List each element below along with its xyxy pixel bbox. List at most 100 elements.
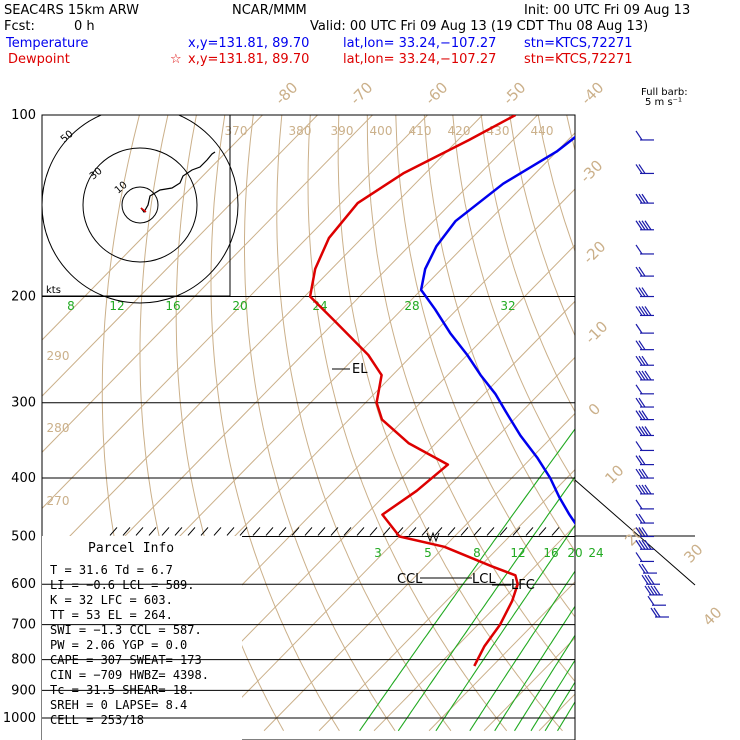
mixing-ratio-line <box>359 428 575 732</box>
wind-barb-flag <box>641 306 649 316</box>
hatch-mark <box>460 527 469 536</box>
hodograph-units: kts <box>46 285 61 296</box>
mixing-ratio-label-upper: 32 <box>500 299 515 313</box>
hatch-mark <box>434 527 443 536</box>
theta-label: 400 <box>370 124 393 138</box>
hatch-mark <box>473 527 482 536</box>
wind-barb-flag <box>641 355 649 366</box>
wind-barb-flag <box>641 468 649 479</box>
init-time: Init: 00 UTC Fri 09 Aug 13 <box>524 3 690 18</box>
isotherm-line <box>153 300 575 732</box>
dry-adiabat-line <box>681 115 740 731</box>
org-label: NCAR/MMM <box>232 3 307 18</box>
lcl-marker-label: LCL <box>472 572 496 587</box>
hatch-mark <box>265 527 274 536</box>
parcel-info-row: TT = 53 EL = 264. <box>50 608 173 622</box>
isotherm-line <box>538 693 575 732</box>
lfc-marker-label: LFC <box>511 578 535 593</box>
wind-barb-flag <box>653 585 661 596</box>
hatch-mark <box>447 527 456 536</box>
wind-barb-flag <box>635 384 643 395</box>
mixing-ratio-line <box>557 700 575 732</box>
wind-barb-flag <box>647 595 655 606</box>
wind-barb-flag <box>638 484 646 495</box>
hatch-mark <box>187 527 196 536</box>
wind-barb-flag <box>647 585 655 596</box>
hodograph-trace <box>140 151 216 214</box>
theta-label-left: 290 <box>47 349 70 363</box>
wind-barb-flag <box>638 410 646 420</box>
temperature-xy: x,y=131.81, 89.70 <box>188 36 309 51</box>
hatch-mark <box>382 527 391 536</box>
mixing-ratio-line <box>494 605 575 732</box>
dry-adiabat-line <box>337 115 563 732</box>
mixing-ratio-line <box>469 570 575 732</box>
pressure-tick-label: 500 <box>11 529 36 544</box>
hatch-mark <box>486 527 495 536</box>
pressure-tick-label: 1000 <box>3 711 36 726</box>
hatch-mark <box>122 527 131 536</box>
plot-frame <box>41 114 576 740</box>
pressure-tick-label: 800 <box>11 653 36 668</box>
wind-barb-flag <box>641 220 649 231</box>
mixing-ratio-label-upper: 28 <box>404 299 419 313</box>
wind-barb-flag <box>635 244 643 255</box>
dry-adiabat-line <box>624 115 740 731</box>
temperature-trace <box>419 135 575 526</box>
wind-barb-flag <box>638 220 646 231</box>
mixing-ratio-label-lower: 5 <box>424 546 432 560</box>
hatch-mark <box>109 527 118 536</box>
theta-label: 380 <box>289 124 312 138</box>
parcel-info-row: CELL = 253/18 <box>50 713 144 727</box>
wind-barb-flag <box>635 513 643 524</box>
wind-barb-flag <box>644 220 652 231</box>
dry-adiabat-line <box>537 115 575 253</box>
mixing-ratio-label-lower: 24 <box>588 546 603 560</box>
dewpoint-star-icon: ☆ <box>170 52 182 67</box>
wind-barb-flag <box>638 340 646 350</box>
mixing-ratio-label-upper: 16 <box>165 299 180 313</box>
hatch-mark <box>148 527 157 536</box>
theta-label: 440 <box>531 124 554 138</box>
isotherm-label: -20 <box>579 237 609 267</box>
isotherm-label: 40 <box>699 603 725 629</box>
wind-barb-flag <box>641 574 649 585</box>
parcel-info-row: SWI = −1.3 CCL = 587. <box>50 623 202 637</box>
isotherm-line <box>649 115 740 731</box>
temperature-station: stn=KTCS,72271 <box>524 36 633 51</box>
isotherm-line <box>373 525 575 732</box>
pressure-tick-label: 900 <box>11 683 36 698</box>
hatch-mark <box>356 527 365 536</box>
dry-adiabat-line <box>423 115 575 552</box>
wind-barb-flag <box>635 340 643 350</box>
barb-title: Full barb: <box>641 87 688 98</box>
theta-label: 390 <box>331 124 354 138</box>
wind-barb-flag <box>635 370 643 381</box>
mixing-ratio-line <box>544 681 575 732</box>
mixing-ratio-label-lower: 20 <box>567 546 582 560</box>
valid-time: Valid: 00 UTC Fri 09 Aug 13 (19 CDT Thu … <box>310 19 648 34</box>
hodograph-ring-50 <box>42 115 239 304</box>
mixing-ratio-label-upper: 8 <box>67 299 75 313</box>
isotherm-label: 30 <box>680 540 706 566</box>
wind-barb-flag <box>641 193 649 204</box>
model-title: SEAC4RS 15km ARW <box>4 3 139 18</box>
hatch-mark <box>226 527 235 536</box>
dry-adiabat-line <box>395 115 575 618</box>
hatch-mark <box>161 527 170 536</box>
parcel-info-row: PW = 2.06 YGP = 0.0 <box>50 638 187 652</box>
wind-barb-flag <box>635 323 643 334</box>
mixing-ratio-label-lower: 16 <box>543 546 558 560</box>
isotherm-line <box>42 115 483 566</box>
mixing-ratio-label-lower: 8 <box>473 546 481 560</box>
wind-barb-flag <box>644 574 652 585</box>
pressure-tick-label: 200 <box>11 290 36 305</box>
wind-barb-flag <box>638 266 646 277</box>
isotherm-label: 10 <box>601 461 627 487</box>
wind-barb-flag <box>641 287 649 297</box>
wind-barb-flag <box>638 426 646 436</box>
wind-barb-flag <box>635 441 643 451</box>
hatch-mark <box>174 527 183 536</box>
wind-barb-flag <box>638 164 646 174</box>
